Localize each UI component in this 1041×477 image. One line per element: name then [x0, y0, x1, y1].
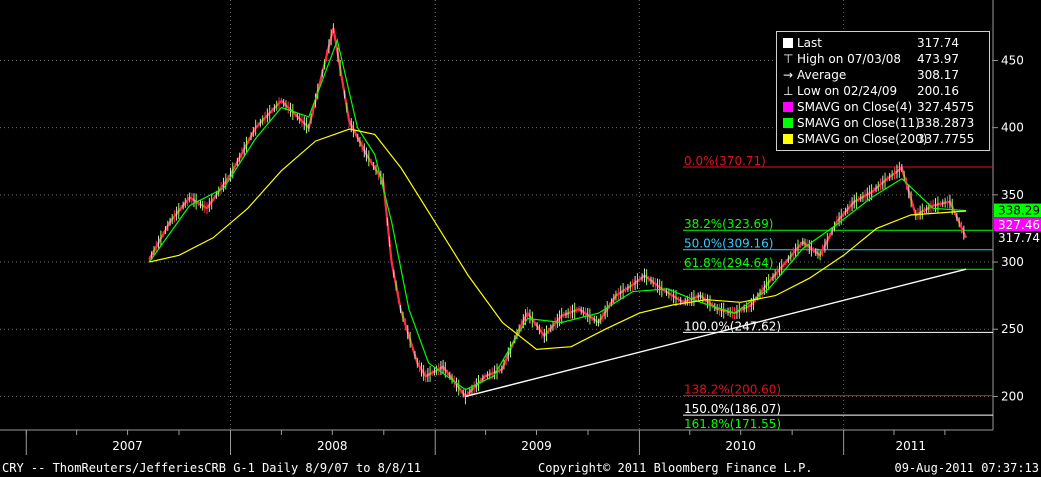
fib-label: 0.0%(370.71) [684, 154, 766, 168]
fib-label: 38.2%(323.69) [684, 217, 773, 231]
y-tick-label: 400 [1001, 121, 1024, 135]
y-tick-label: 250 [1001, 322, 1024, 336]
legend-value: 200.16 [917, 84, 959, 98]
legend-row: SMAVG on Close(4) 327.4575 [783, 99, 974, 115]
legend-row: ⊤ High on 07/03/08 473.97 [783, 51, 959, 67]
legend-swatch [783, 38, 793, 48]
x-tick-label: 2008 [317, 439, 348, 453]
legend-label: SMAVG on Close(200) [797, 132, 928, 146]
x-tick-label: 2010 [725, 439, 756, 453]
x-tick-label: 2011 [895, 439, 926, 453]
legend-label: SMAVG on Close(11) [797, 116, 920, 130]
copyright-notice: Copyright© 2011 Bloomberg Finance L.P. [538, 461, 813, 475]
chart-legend: Last 317.74 ⊤ High on 07/03/08 473.97 → Averag… [776, 31, 990, 151]
chart-footer: CRY -- ThomReuters/JefferiesCRB G-1 Dail… [0, 460, 1041, 477]
x-tick-label: 2007 [112, 439, 143, 453]
fib-label: 50.0%(309.16) [684, 237, 773, 251]
series-line [148, 38, 967, 391]
low-marker-icon: ⊥ [783, 84, 794, 98]
legend-row: → Average 308.17 [783, 67, 959, 83]
legend-swatch [783, 134, 793, 144]
x-tick-label: 2009 [521, 439, 552, 453]
legend-value: 473.97 [917, 52, 959, 66]
series-line [149, 128, 967, 351]
legend-label: Average [797, 68, 847, 82]
y-tick-label: 200 [1001, 389, 1024, 403]
fib-label: 161.8%(171.55) [684, 417, 781, 431]
fib-label: 61.8%(294.64) [684, 256, 773, 270]
price-tag-label: 327.46 [998, 218, 1040, 232]
legend-value: 308.17 [917, 68, 959, 82]
price-tag-label: 317.74 [998, 231, 1040, 245]
series-line [465, 268, 967, 398]
legend-swatch [783, 118, 793, 128]
legend-row: Last 317.74 [783, 35, 959, 51]
fib-label: 100.0%(247.62) [684, 319, 781, 333]
legend-swatch [783, 102, 793, 112]
legend-row: SMAVG on Close(200) 337.7755 [783, 131, 974, 147]
legend-value: 317.74 [917, 36, 959, 50]
y-tick-label: 300 [1001, 255, 1024, 269]
legend-value: 327.4575 [917, 100, 975, 114]
fib-label: 138.2%(200.60) [684, 383, 781, 397]
timestamp: 09-Aug-2011 07:37:13 [894, 461, 1040, 475]
y-tick-label: 350 [1001, 188, 1024, 202]
y-tick-label: 450 [1001, 53, 1024, 67]
high-marker-icon: ⊤ [783, 52, 794, 66]
price-tag-label: 338.29 [998, 204, 1040, 218]
legend-label: Last [797, 36, 822, 50]
security-description: CRY -- ThomReuters/JefferiesCRB G-1 Dail… [2, 461, 422, 475]
legend-label: SMAVG on Close(4) [797, 100, 913, 114]
legend-label: High on 07/03/08 [797, 52, 902, 66]
price-tag-bg [994, 218, 1041, 233]
price-tag-bg [994, 231, 1041, 246]
legend-row: SMAVG on Close(11) 338.2873 [783, 115, 974, 131]
fib-label: 150.0%(186.07) [684, 402, 781, 416]
legend-value: 338.2873 [917, 116, 975, 130]
price-tag-bg [994, 203, 1041, 218]
legend-row: ⊥ Low on 02/24/09 200.16 [783, 83, 959, 99]
legend-label: Low on 02/24/09 [797, 84, 898, 98]
average-marker-icon: → [783, 68, 794, 82]
legend-value: 337.7755 [917, 132, 975, 146]
